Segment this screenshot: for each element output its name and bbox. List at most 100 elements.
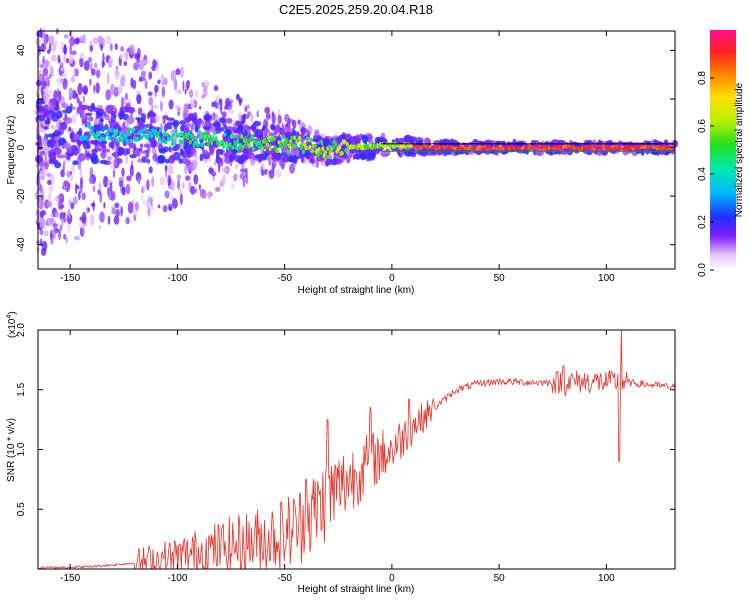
heat-cell bbox=[51, 111, 57, 116]
heat-cell bbox=[50, 212, 53, 220]
heat-cell bbox=[107, 155, 112, 161]
heat-cell bbox=[115, 158, 123, 164]
y-tick-label: -20 bbox=[16, 188, 27, 203]
heat-cell bbox=[195, 139, 199, 144]
heat-cell bbox=[68, 198, 72, 207]
heat-cell bbox=[111, 128, 115, 133]
spectrogram-x-title: Height of straight line (km) bbox=[298, 285, 415, 296]
heat-cell bbox=[309, 137, 313, 143]
heat-cell bbox=[36, 30, 43, 38]
heat-cell bbox=[186, 80, 191, 86]
x-tick-label: -100 bbox=[167, 273, 187, 284]
heat-cell bbox=[190, 185, 196, 195]
x-tick-label: -50 bbox=[277, 573, 292, 584]
heat-cell bbox=[194, 188, 198, 194]
heat-cell bbox=[235, 163, 238, 170]
heat-cell bbox=[90, 214, 95, 227]
heat-cell bbox=[72, 160, 79, 166]
heat-cell bbox=[62, 78, 68, 90]
heat-cell bbox=[60, 66, 65, 72]
heat-cell bbox=[245, 167, 248, 178]
heat-cell bbox=[224, 141, 228, 146]
heat-cell bbox=[260, 146, 264, 151]
heat-cell bbox=[132, 127, 136, 132]
heat-cell bbox=[247, 104, 250, 110]
heat-cell bbox=[89, 131, 93, 136]
heat-cell bbox=[273, 145, 277, 150]
heat-cell bbox=[202, 131, 206, 136]
heat-cell bbox=[97, 35, 103, 44]
heat-cell bbox=[129, 138, 133, 144]
heat-cell bbox=[188, 140, 192, 145]
heat-cell bbox=[173, 79, 178, 91]
heat-cell bbox=[98, 182, 102, 192]
heat-cell bbox=[168, 146, 172, 153]
heat-cell bbox=[403, 135, 412, 143]
heat-cell bbox=[54, 211, 60, 218]
heat-cell bbox=[80, 104, 89, 111]
spectrogram-y-title: Frequency (Hz) bbox=[6, 116, 17, 185]
heat-cell bbox=[242, 124, 250, 131]
heat-cell bbox=[101, 127, 105, 132]
heat-cell bbox=[43, 93, 50, 103]
heat-cell bbox=[61, 72, 67, 78]
heat-cell bbox=[122, 121, 126, 131]
heat-cell bbox=[75, 182, 78, 195]
heat-cell bbox=[110, 140, 115, 149]
heat-cell bbox=[165, 159, 170, 164]
heat-cell bbox=[78, 190, 81, 201]
heat-cell bbox=[285, 138, 289, 143]
heat-cell bbox=[141, 156, 147, 163]
heat-cell bbox=[134, 52, 140, 60]
heat-cell bbox=[62, 109, 68, 114]
heat-cell bbox=[178, 158, 183, 164]
heat-cell bbox=[58, 193, 62, 201]
heat-cell bbox=[190, 123, 195, 131]
heat-cell bbox=[77, 83, 83, 95]
heat-cell bbox=[334, 142, 338, 147]
heat-cell bbox=[267, 135, 271, 140]
heat-cell bbox=[143, 126, 147, 132]
heat-cell bbox=[197, 118, 203, 125]
heat-cell bbox=[108, 57, 114, 68]
heat-cell bbox=[214, 136, 218, 141]
heat-cell bbox=[271, 111, 274, 116]
heat-cell bbox=[325, 154, 329, 159]
heat-cell bbox=[284, 127, 290, 132]
heat-cell bbox=[93, 107, 99, 113]
heat-cell bbox=[72, 133, 81, 141]
heat-cell bbox=[143, 200, 146, 206]
spectrogram-x-ticks: -150 -100 -50 0 50 100 bbox=[60, 31, 615, 284]
heat-cell bbox=[90, 126, 95, 131]
heat-cell bbox=[322, 153, 326, 159]
x-tick-label: -50 bbox=[277, 273, 292, 284]
heat-cell bbox=[150, 196, 153, 206]
heat-cell bbox=[81, 192, 86, 201]
heat-cell bbox=[301, 149, 306, 155]
y-tick-label: 2.0 bbox=[16, 323, 27, 337]
heat-cell bbox=[147, 206, 151, 218]
heat-cell bbox=[135, 136, 140, 141]
heat-cell bbox=[97, 132, 101, 137]
heat-cell bbox=[98, 224, 101, 231]
heat-cell bbox=[225, 97, 231, 108]
heat-cell bbox=[152, 59, 157, 68]
heat-cell bbox=[65, 236, 68, 244]
heat-cell bbox=[70, 202, 75, 210]
snr-x-ticks: -150 -100 -50 0 50 100 bbox=[60, 330, 615, 584]
heat-cell bbox=[297, 119, 301, 125]
heat-cell bbox=[98, 108, 102, 115]
heat-cell bbox=[222, 144, 226, 149]
heat-cell bbox=[82, 156, 91, 160]
heat-cell bbox=[99, 159, 108, 164]
heat-cell bbox=[612, 144, 616, 148]
heat-cell bbox=[82, 95, 86, 103]
heat-cell bbox=[35, 79, 42, 87]
heat-cell bbox=[313, 143, 317, 149]
heat-cell bbox=[159, 128, 163, 133]
heat-cell bbox=[73, 68, 76, 79]
heat-cell bbox=[201, 120, 205, 128]
heat-cell bbox=[141, 194, 144, 202]
heat-cell bbox=[155, 114, 160, 122]
heat-cell bbox=[260, 166, 263, 175]
